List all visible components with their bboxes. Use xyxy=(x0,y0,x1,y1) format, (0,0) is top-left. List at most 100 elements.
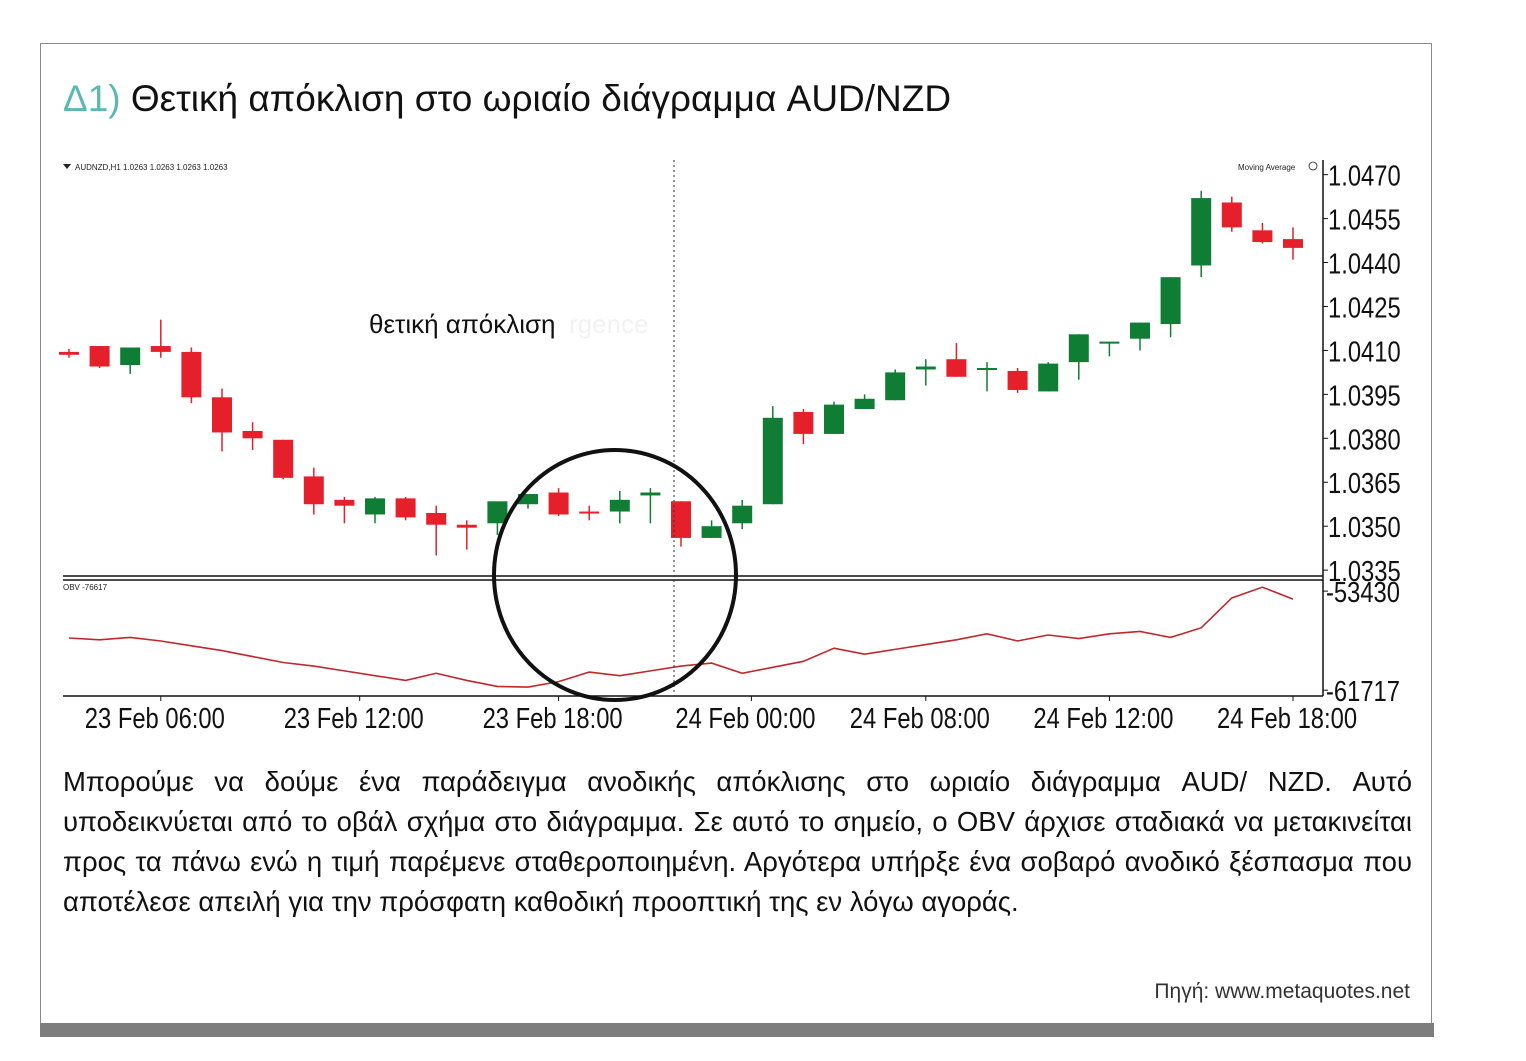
candle-body xyxy=(1099,341,1120,344)
candle-body xyxy=(181,351,202,398)
time-tick-label: 24 Feb 08:00 xyxy=(850,702,990,735)
divergence-annotation: θετική απόκλιση xyxy=(369,309,556,339)
candle-body xyxy=(1283,239,1303,248)
candle xyxy=(885,369,906,401)
content-frame xyxy=(40,43,1432,1037)
candle xyxy=(1130,322,1150,351)
candle-body xyxy=(671,501,691,538)
candle xyxy=(701,520,722,538)
chart-axes: 1.0470 1.0455 1.0440 1.0425 1.0410 1.0395 1.03… xyxy=(63,159,1401,735)
heading-title: Θετική απόκλιση στο ωριαίο διάγραμμα AUD… xyxy=(130,78,952,119)
candle-body xyxy=(242,430,263,439)
candle-body xyxy=(732,505,753,524)
candle-body xyxy=(273,439,294,478)
candle xyxy=(671,501,691,547)
price-tick-label: 1.0335 xyxy=(1328,555,1401,588)
candle xyxy=(1007,368,1028,393)
candle xyxy=(303,467,324,515)
price-tick-label: 1.0395 xyxy=(1328,379,1401,412)
obv-tick-label: -61717 xyxy=(1326,675,1400,708)
chart: 1.0470 1.0455 1.0440 1.0425 1.0410 1.0395 1.03… xyxy=(59,159,1401,735)
candle xyxy=(487,501,508,535)
candle xyxy=(181,347,202,404)
candle xyxy=(793,409,814,445)
candle-body xyxy=(701,526,722,538)
price-tick-label: 1.0410 xyxy=(1328,335,1401,368)
candle-body xyxy=(59,351,79,355)
candle-body xyxy=(1160,277,1181,325)
candle xyxy=(609,491,630,524)
divergence-oval xyxy=(492,448,738,702)
candle-body xyxy=(1038,363,1059,392)
candle xyxy=(89,346,110,368)
indicator-close-icon[interactable] xyxy=(1308,161,1318,171)
candle xyxy=(395,496,416,521)
candle xyxy=(456,520,477,550)
candle-body xyxy=(793,411,814,434)
candle-body xyxy=(1221,202,1242,228)
candle-body xyxy=(395,498,416,518)
candle-body xyxy=(579,511,600,514)
candle xyxy=(518,493,538,509)
candle xyxy=(242,422,263,451)
bottom-bar xyxy=(40,1023,1434,1037)
candle-body xyxy=(1068,334,1089,363)
candle xyxy=(854,394,875,410)
candle xyxy=(732,499,753,530)
price-panel xyxy=(59,190,1303,556)
candle xyxy=(977,362,997,392)
candle-body xyxy=(854,398,875,410)
candle xyxy=(579,505,600,521)
candle xyxy=(1283,227,1303,260)
price-tick-label: 1.0470 xyxy=(1328,159,1401,192)
candle-body xyxy=(150,346,171,352)
candle-body xyxy=(89,346,110,367)
candle-body xyxy=(977,368,997,370)
candle xyxy=(762,406,783,505)
candle xyxy=(946,343,967,377)
candle xyxy=(1068,334,1089,380)
obv-label: OBV -76617 xyxy=(63,583,108,592)
page-heading: Δ1) Θετική απόκλιση στο ωριαίο διάγραμμα… xyxy=(63,78,951,120)
candle-body xyxy=(365,498,385,515)
price-tick-label: 1.0440 xyxy=(1328,247,1401,280)
candle-body xyxy=(824,404,844,434)
candle xyxy=(334,496,355,524)
candle xyxy=(212,388,232,452)
time-tick-label: 23 Feb 06:00 xyxy=(85,702,225,735)
candle xyxy=(1038,362,1059,392)
candle-body xyxy=(1130,322,1150,339)
obv-line xyxy=(68,586,1294,688)
time-tick-label: 24 Feb 00:00 xyxy=(675,702,815,735)
price-tick-label: 1.0425 xyxy=(1328,291,1401,324)
candle-body xyxy=(334,499,355,506)
candle-body xyxy=(487,501,508,524)
candle-body xyxy=(212,397,232,433)
candle xyxy=(1221,196,1242,232)
price-tick-label: 1.0365 xyxy=(1328,467,1401,500)
candle xyxy=(120,347,141,374)
obv-panel xyxy=(68,586,1294,688)
candle-body xyxy=(120,347,141,366)
candle-body xyxy=(915,366,936,370)
candle-body xyxy=(1191,198,1212,266)
candle-body xyxy=(548,492,569,515)
price-tick-label: 1.0455 xyxy=(1328,203,1401,236)
candle-body xyxy=(1252,230,1273,243)
candle-body xyxy=(456,524,477,528)
candle-body xyxy=(885,372,906,401)
price-tick-label: 1.0350 xyxy=(1328,511,1401,544)
indicator-label: Moving Average xyxy=(1238,163,1296,172)
candle-body xyxy=(426,513,447,525)
symbol-label: AUDNZD,H1 1.0263 1.0263 1.0263 1.0263 xyxy=(75,163,228,172)
candle xyxy=(548,488,569,516)
candle xyxy=(1099,341,1120,357)
candle xyxy=(426,505,447,556)
candle-body xyxy=(762,417,783,505)
annotation-ghost-text: rgence xyxy=(569,309,649,339)
heading-number: Δ1) xyxy=(63,78,121,119)
candle-body xyxy=(609,499,630,512)
candle-body xyxy=(640,492,661,496)
candle-body xyxy=(303,476,324,505)
candle xyxy=(1160,277,1181,338)
